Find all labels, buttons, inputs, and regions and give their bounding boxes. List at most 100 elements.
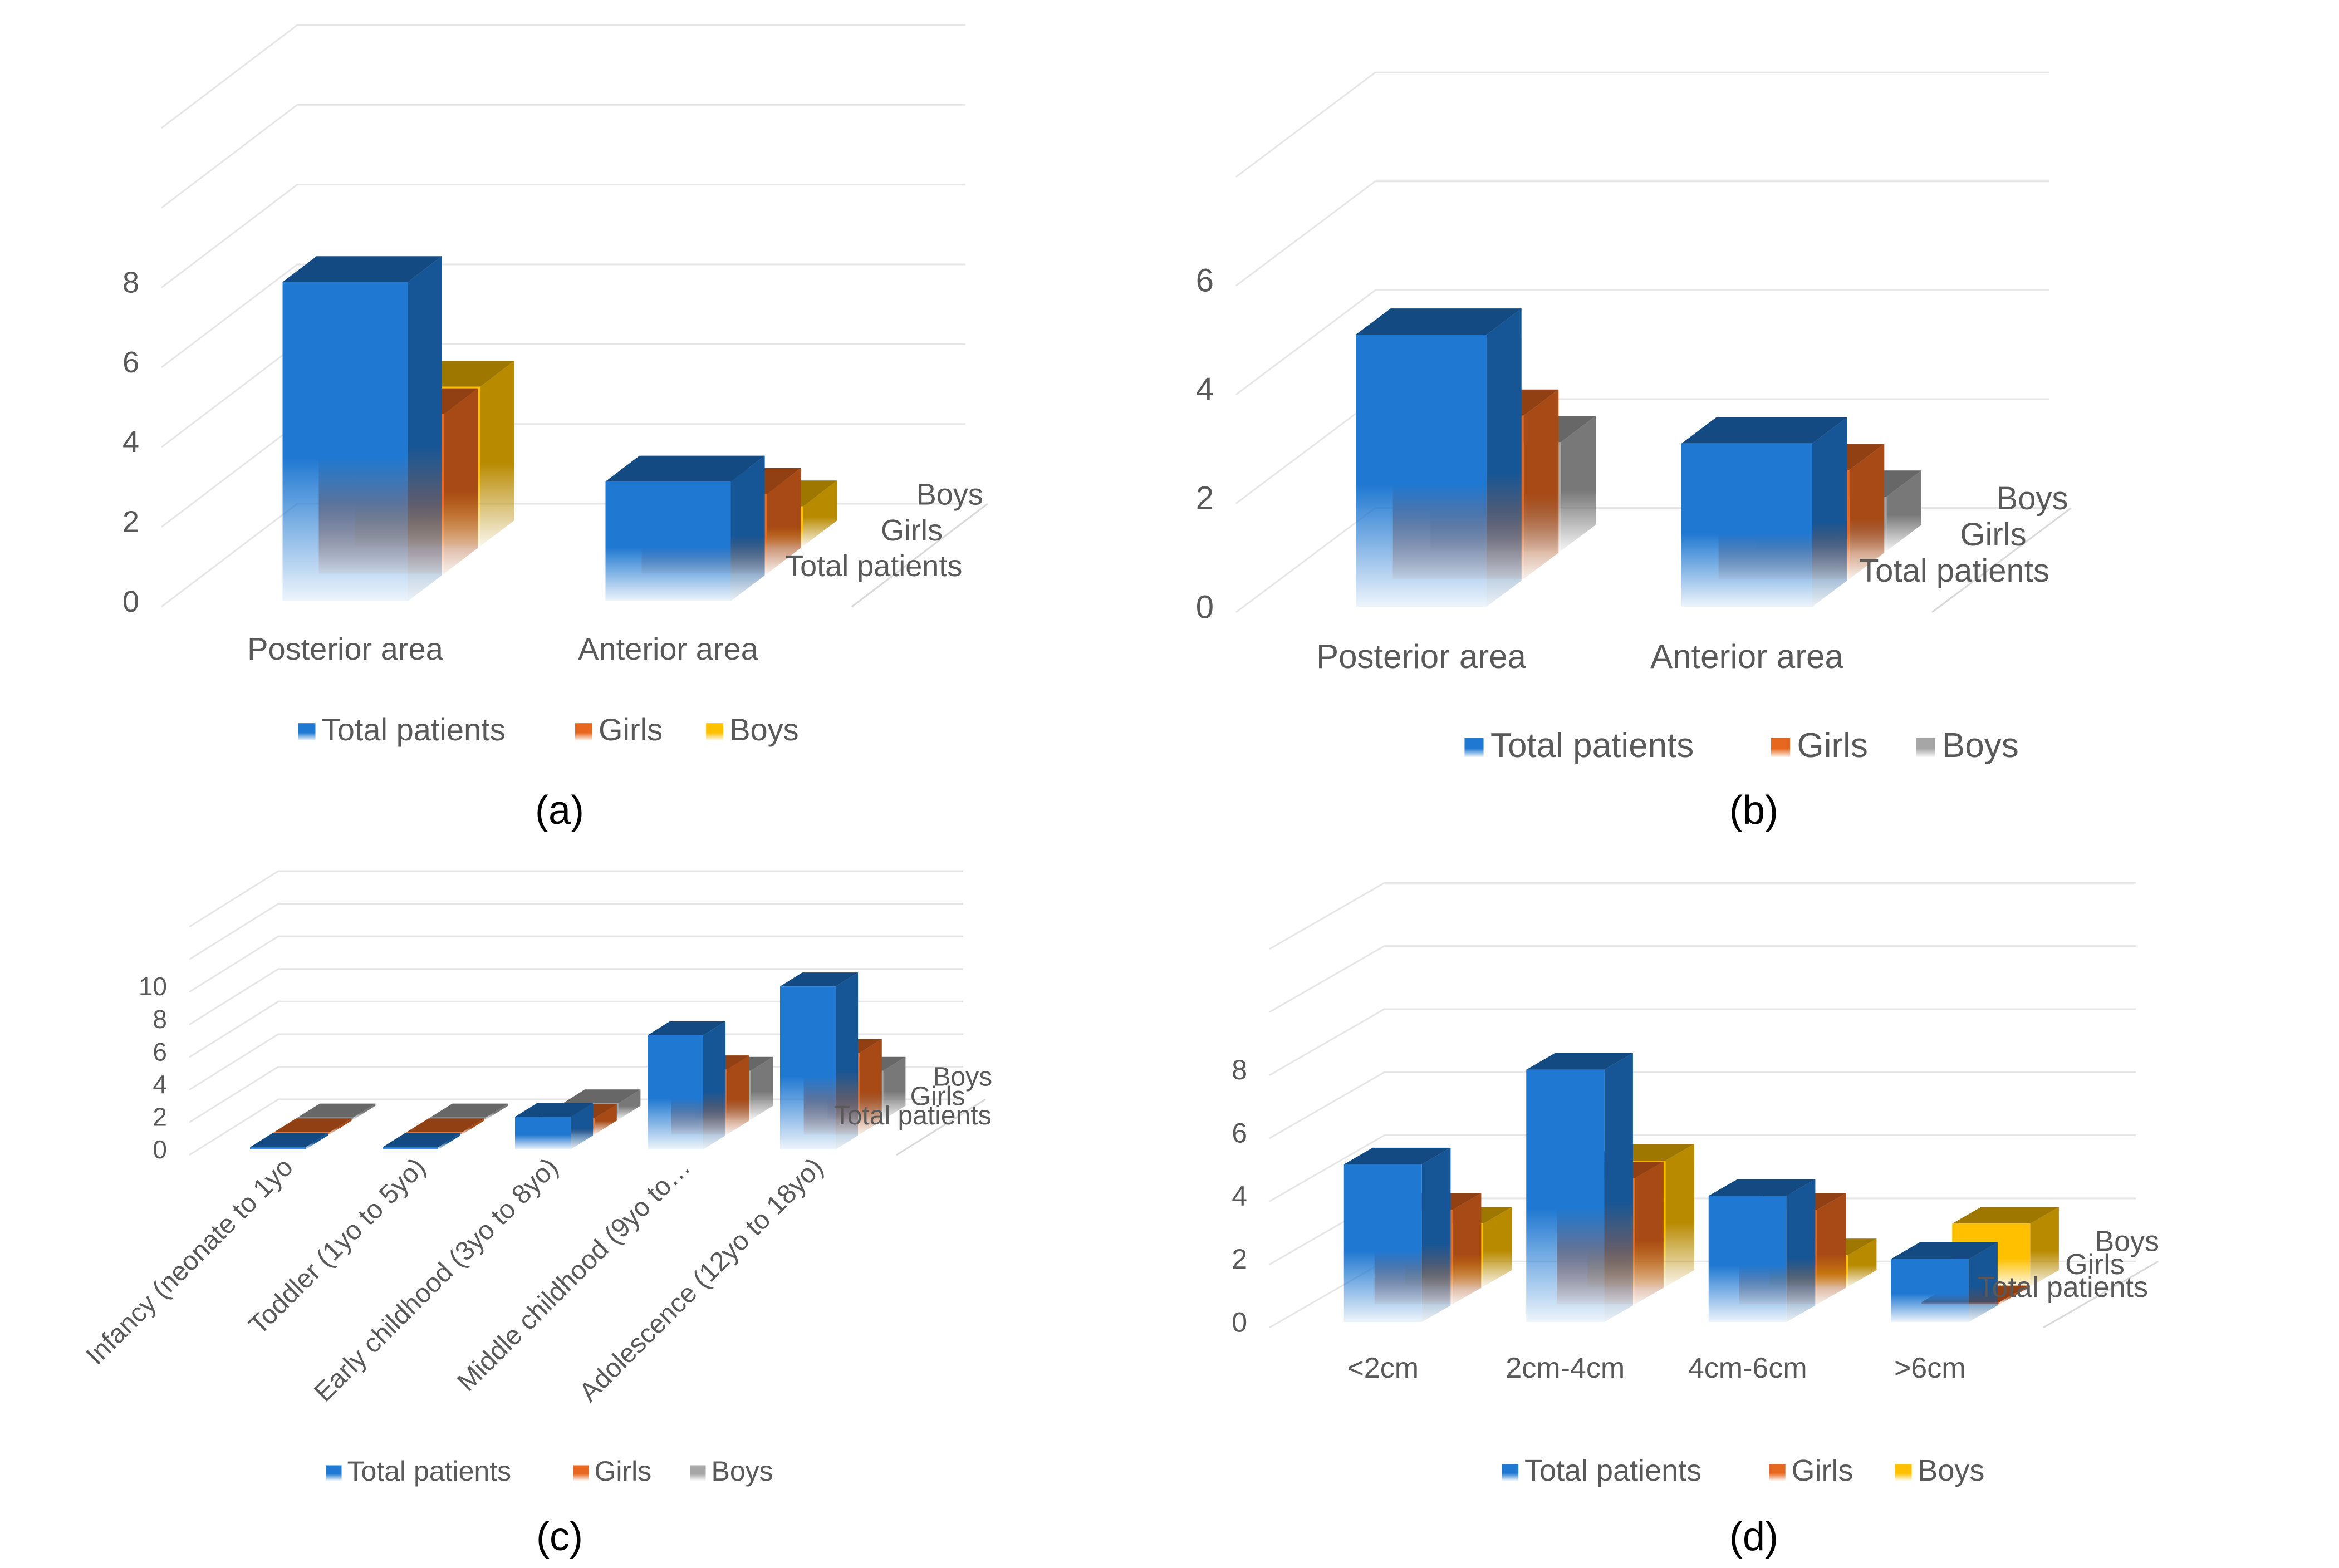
gridline — [189, 968, 963, 1025]
y-tick-label: 4 — [1196, 371, 1214, 407]
legend-item: Boys — [1916, 726, 2019, 765]
legend-label: Total patients — [347, 1456, 512, 1487]
category-label: <2cm — [1347, 1352, 1419, 1384]
series-axis-label: Total patients — [834, 1101, 992, 1130]
series-axis-label: Boys — [933, 1063, 992, 1092]
bar-girls — [406, 1118, 484, 1135]
legend-item: Boys — [690, 1456, 773, 1487]
gridline — [161, 104, 965, 209]
bar-total-patients — [1526, 1053, 1633, 1322]
legend-label: Girls — [1797, 726, 1868, 765]
panel-label: (a) — [535, 788, 584, 833]
bar-girls — [273, 1118, 352, 1135]
gridline — [1235, 289, 2049, 396]
category-label: Posterior area — [247, 631, 444, 666]
legend-label: Total patients — [1490, 726, 1694, 765]
legend-swatch — [690, 1465, 706, 1481]
legend-swatch — [1771, 738, 1791, 757]
bar-total-patients — [1343, 1147, 1451, 1322]
y-tick-label: 8 — [122, 266, 139, 299]
gridline — [1269, 945, 2136, 1013]
bar-total-patients — [1891, 1242, 1998, 1322]
y-tick-label: 4 — [1232, 1181, 1247, 1212]
bar-total-patients — [780, 972, 859, 1149]
legend-item: Total patients — [298, 712, 506, 747]
series-axis-label: Girls — [1960, 517, 2026, 553]
series-axis-label: Boys — [1997, 480, 2068, 517]
bar-total-patients — [1356, 308, 1522, 607]
legend-item: Girls — [1769, 1454, 1853, 1487]
series-axis-label: Boys — [2095, 1226, 2159, 1258]
floor-edge — [851, 503, 988, 608]
gridline — [1269, 1008, 2136, 1076]
legend-swatch — [1464, 738, 1484, 757]
y-tick-label: 2 — [153, 1103, 167, 1132]
series-axis-label: Total patients — [1859, 553, 2049, 589]
gridline — [189, 903, 963, 960]
y-tick-label: 0 — [122, 585, 139, 618]
floor-edge — [896, 1098, 986, 1156]
gridline — [1269, 1071, 2136, 1139]
bar-total-patients — [383, 1133, 461, 1149]
bar-boys — [430, 1103, 508, 1120]
gridline — [161, 423, 965, 528]
category-label: 2cm-4cm — [1506, 1352, 1625, 1384]
legend-label: Boys — [1918, 1454, 1984, 1487]
gridline — [189, 1000, 963, 1058]
y-tick-label: 10 — [139, 972, 167, 1001]
legend-item: Boys — [1895, 1454, 1984, 1487]
legend-item: Girls — [1771, 726, 1868, 765]
bar-total-patients — [282, 256, 442, 602]
gridline — [161, 343, 965, 448]
legend-swatch — [326, 1465, 342, 1481]
series-axis-label: Total patients — [1978, 1271, 2148, 1304]
category-label: Anterior area — [1650, 638, 1843, 675]
chart-2: 0 2 4 6 Posterior area Anterior area Total pat… — [1196, 71, 2072, 833]
bar-total-patients — [515, 1103, 594, 1149]
gridline — [1235, 71, 2049, 178]
gridline — [161, 24, 965, 129]
y-tick-label: 0 — [153, 1135, 167, 1164]
category-label: Early childhood (3yo to 8yo) — [309, 1152, 564, 1407]
category-label: Posterior area — [1316, 638, 1526, 675]
panel-label: (b) — [1729, 788, 1778, 833]
legend-item: Total patients — [1502, 1454, 1701, 1487]
y-tick-label: 0 — [1232, 1307, 1247, 1338]
legend-swatch — [573, 1465, 589, 1481]
y-tick-label: 6 — [1196, 263, 1214, 299]
legend-swatch — [706, 723, 723, 740]
legend-item: Girls — [575, 712, 663, 747]
series-axis-label: Girls — [2065, 1248, 2125, 1281]
floor-edge — [1931, 507, 2072, 613]
y-tick-label: 4 — [122, 425, 139, 459]
gridline — [161, 184, 965, 288]
y-tick-label: 0 — [1196, 589, 1214, 625]
y-tick-label: 6 — [153, 1037, 167, 1066]
category-label: >6cm — [1894, 1352, 1966, 1384]
gridline — [189, 935, 963, 993]
legend-item: Boys — [706, 712, 799, 747]
gridline — [189, 1033, 963, 1091]
chart-4: 0 2 4 6 8 <2cm 2cm-4cm 4cm-6cm >6cm Total patient… — [1232, 882, 2159, 1559]
y-tick-label: 6 — [122, 346, 139, 379]
legend-label: Girls — [1792, 1454, 1853, 1487]
legend-swatch — [1895, 1464, 1912, 1481]
legend-swatch — [1916, 738, 1935, 757]
gridline — [1269, 1134, 2136, 1202]
bar-total-patients — [1681, 417, 1847, 607]
legend-swatch — [1769, 1464, 1786, 1481]
series-axis-label: Girls — [881, 514, 943, 547]
category-label: 4cm-6cm — [1688, 1352, 1807, 1384]
gridline — [189, 870, 963, 928]
legend-item: Total patients — [326, 1456, 511, 1487]
category-label: Middle childhood (9yo to… — [452, 1152, 696, 1397]
series-axis-label: Total patients — [785, 549, 962, 583]
bar-boys — [297, 1103, 376, 1120]
bar-total-patients — [605, 455, 765, 601]
chart-1: 0 2 4 6 8 Posterior area Anterior area Total pa… — [122, 24, 988, 833]
legend-swatch — [575, 723, 592, 740]
legend-label: Girls — [595, 1456, 652, 1487]
y-tick-label: 6 — [1232, 1118, 1247, 1149]
legend-label: Boys — [712, 1456, 773, 1487]
